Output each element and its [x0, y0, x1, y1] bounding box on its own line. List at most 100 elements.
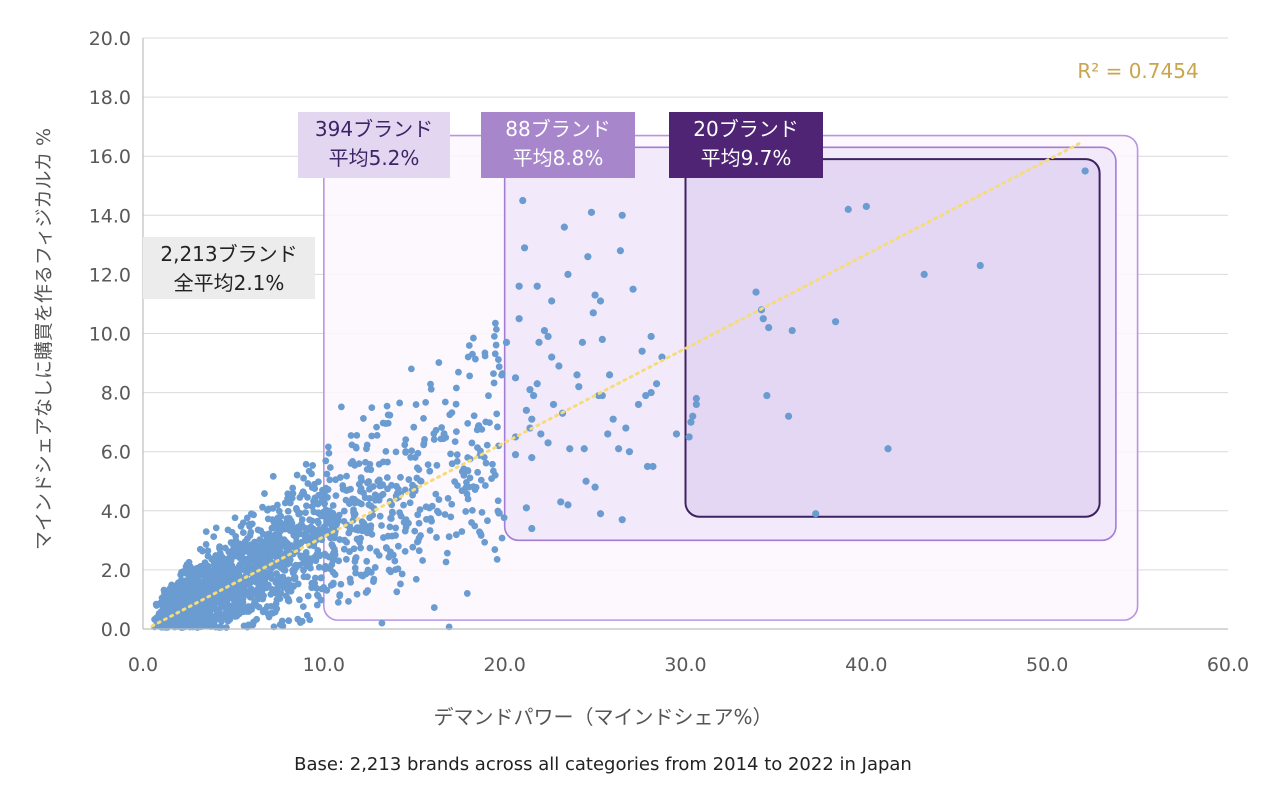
data-point: [201, 575, 209, 583]
data-point: [365, 501, 373, 509]
annotation-text: 2,213ブランド: [160, 242, 297, 266]
data-point: [368, 404, 376, 412]
data-point: [862, 202, 870, 211]
data-point: [397, 580, 404, 588]
data-point: [492, 325, 500, 333]
data-point: [435, 509, 443, 517]
data-point: [221, 544, 229, 552]
data-point: [269, 505, 277, 512]
data-point: [261, 542, 269, 550]
point-layer: [151, 167, 1089, 631]
data-point: [308, 503, 316, 510]
data-point: [302, 537, 310, 544]
data-point: [343, 487, 350, 494]
data-point: [409, 543, 417, 551]
data-point: [259, 608, 267, 616]
data-point: [384, 485, 391, 493]
data-point: [259, 503, 266, 511]
data-point: [455, 368, 462, 376]
data-point: [245, 580, 253, 588]
data-point: [687, 418, 695, 426]
data-point: [452, 400, 460, 408]
y-tick-label: 16.0: [89, 146, 131, 168]
data-point: [402, 436, 410, 444]
data-point: [614, 445, 623, 453]
data-point: [498, 534, 506, 542]
data-point: [199, 547, 206, 555]
data-point: [305, 560, 313, 568]
data-point: [447, 450, 454, 458]
y-tick-label: 6.0: [101, 442, 131, 464]
data-point: [311, 574, 319, 582]
data-point: [494, 497, 502, 505]
data-point: [511, 374, 520, 382]
data-point: [259, 595, 267, 603]
data-point: [598, 335, 606, 344]
region-layer: [323, 134, 1139, 621]
data-point: [765, 323, 773, 332]
data-point: [515, 282, 523, 290]
data-point: [415, 547, 423, 555]
data-point: [337, 403, 345, 411]
data-point: [401, 527, 409, 535]
y-tick-label: 20.0: [89, 28, 131, 50]
data-point: [442, 558, 450, 566]
annotation-text: 20ブランド: [693, 117, 798, 141]
y-axis-title: マインドシェアなしに購買を作るフィジカルカ %: [33, 128, 55, 550]
data-point: [430, 436, 438, 443]
data-point: [784, 412, 793, 420]
footnote: Base: 2,213 brands across all categories…: [294, 754, 912, 775]
data-point: [477, 532, 485, 539]
data-point: [672, 430, 681, 438]
data-point: [494, 507, 502, 515]
data-point: [294, 523, 302, 531]
data-point: [472, 355, 479, 363]
data-point: [478, 508, 486, 516]
data-point: [302, 460, 310, 468]
data-point: [220, 556, 228, 564]
data-point: [402, 449, 409, 456]
data-point: [448, 460, 456, 468]
data-point: [428, 502, 436, 510]
data-point: [273, 605, 281, 613]
data-point: [325, 553, 333, 561]
data-point: [296, 596, 303, 604]
data-point: [357, 484, 365, 492]
data-point: [477, 476, 485, 484]
data-point: [407, 365, 415, 373]
data-point: [515, 315, 523, 323]
data-point: [252, 549, 260, 557]
data-point: [462, 508, 470, 515]
data-point: [474, 468, 482, 476]
data-point: [286, 524, 294, 531]
data-point: [511, 451, 520, 459]
data-point: [618, 211, 626, 219]
x-tick-label: 30.0: [664, 654, 706, 676]
data-point: [488, 475, 495, 483]
data-point: [284, 495, 291, 503]
data-point: [490, 370, 497, 377]
data-point: [555, 362, 563, 370]
data-point: [193, 615, 201, 623]
annotation-text: 平均8.8%: [513, 146, 604, 170]
data-point: [201, 559, 209, 566]
data-point: [264, 555, 272, 563]
data-point: [264, 506, 271, 514]
data-point: [369, 483, 377, 490]
data-point: [453, 457, 461, 465]
data-point: [319, 511, 327, 519]
data-point: [310, 554, 318, 562]
data-point: [560, 223, 568, 231]
data-point: [420, 441, 428, 449]
data-point: [189, 568, 197, 576]
data-point: [573, 371, 581, 379]
data-point: [177, 615, 184, 623]
data-point: [466, 372, 474, 380]
trend-layer: [150, 139, 1085, 628]
data-point: [490, 332, 498, 340]
data-point: [187, 596, 195, 604]
data-point: [198, 600, 205, 608]
data-point: [384, 411, 392, 419]
